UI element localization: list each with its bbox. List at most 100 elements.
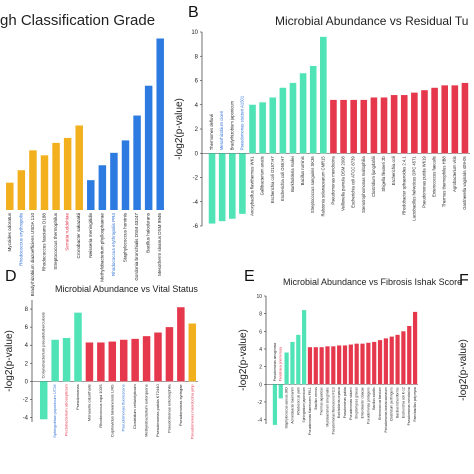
bar (421, 90, 428, 154)
panel-a-chart: Mycoides odoratus Rhodococcus erythropoli… (6, 38, 164, 296)
category-label: Burkholderia mallei (290, 156, 295, 192)
bar (74, 312, 82, 382)
bar (39, 381, 48, 420)
y-tick-label: 8 (195, 54, 199, 60)
category-label: Pseudomonas putida KT2440 (155, 384, 160, 437)
bar (6, 182, 14, 210)
bar (98, 165, 107, 210)
category-label: Staphylococcus aureus JKD (285, 387, 289, 429)
category-label: Thermus thermophilus HB8 (442, 156, 447, 208)
panel-d-letter: D (5, 268, 17, 285)
bar (188, 323, 197, 382)
panel-d-chart: -4 -2 0 2 4 6 8 -log2(p-value) Corynebacterium p… (4, 300, 198, 439)
category-label: Moraxella catarrhalis (86, 384, 91, 421)
category-label: Sphingobium japonicum UT26 (52, 384, 57, 438)
category-label: Pseudomonas fluorescens F113 (331, 387, 335, 434)
category-label: Escherichia coli O157:H7 (270, 156, 275, 204)
bar (377, 340, 383, 385)
bar (40, 155, 49, 210)
category-label: Anoxybacillus flavithermus WK1 (250, 156, 255, 216)
bar (313, 347, 318, 385)
bar (319, 347, 324, 385)
category-label: Neisseria meningitidis (88, 212, 93, 257)
y-tick-label: -4 (23, 415, 29, 421)
category-label: Pseudomonas syringae (178, 384, 183, 427)
category-label: Bradyrhizobium japonicum (229, 100, 234, 150)
category-label: Escherichia coli (391, 156, 396, 185)
bar (366, 342, 371, 385)
bar (360, 99, 368, 154)
category-label: Lactobacillus helveticus DPC 4571 (411, 156, 416, 221)
y-tick-label: 0 (25, 379, 29, 385)
category-label: Thermomes defluvii (209, 114, 214, 151)
bar (383, 338, 388, 385)
bar (395, 334, 400, 385)
bar (431, 87, 438, 154)
y-tick-label: -2 (23, 397, 29, 403)
category-label: Shigella flexneri 2b (381, 156, 386, 192)
category-label: Veillonella parvula DSM 2008 (341, 156, 346, 211)
y-tick-label: 6 (25, 325, 29, 331)
category-label: Streptococcus sanguinis SK36 (310, 156, 315, 213)
bar (121, 140, 130, 210)
bar (354, 343, 359, 385)
category-label: Ralstonia solanacearum CMR15 (320, 156, 325, 217)
bar (62, 337, 71, 382)
category-label: Pandoraea pnomenusa (279, 347, 283, 381)
category-label: Escherichia coli O55:H7 (280, 156, 285, 201)
bar (110, 152, 118, 210)
category-label: Rhodococcus erythropolis PR4 (111, 213, 116, 277)
category-label: Bacillus halodurans (146, 212, 151, 253)
bar (142, 336, 151, 382)
bar (17, 170, 26, 210)
y-tick-label: 10 (256, 294, 262, 300)
y-tick-label: -6 (193, 224, 199, 230)
category-label: Rhodobacter sphaeroides 2.4.1 (401, 156, 406, 215)
bar (309, 65, 317, 154)
bar (108, 341, 117, 382)
y-tick-label: 8 (259, 312, 262, 318)
bar (325, 346, 330, 385)
category-label: Mycoides odoratus (7, 212, 12, 251)
category-label: Acinetobacter baumannii (290, 387, 294, 424)
y-tick-label: 4 (195, 103, 199, 109)
bar (119, 339, 128, 382)
bar (85, 342, 94, 382)
y-tick-label: 2 (195, 127, 199, 133)
bar (29, 150, 37, 210)
category-label: Methylobacterium extorquens (144, 384, 149, 436)
bar (337, 345, 342, 385)
category-label: Mesotherm sivanus DSM 9946 (157, 213, 162, 276)
category-label: Rhodococcus fascians D188 (42, 213, 47, 272)
category-label: Sphingobium japonicum (302, 387, 306, 422)
category-label: Agrobacterium vitis (452, 156, 457, 192)
panel-f-y-axis-label: -log2(p-value) (458, 339, 469, 401)
bar (360, 343, 365, 385)
y-tick-label: 6 (195, 79, 199, 85)
category-label: Pseudomonas mendocina (330, 156, 335, 205)
bar (348, 344, 353, 385)
category-label: Pseudomonas putida W619 (421, 156, 426, 208)
y-tick-label: 0 (259, 382, 262, 388)
bar (412, 311, 418, 385)
category-label: Enterococcus faecium (378, 387, 382, 420)
category-label: Streptococcus thermophilus (53, 212, 58, 269)
category-label: Pseudomonas protegens (366, 387, 370, 424)
panel-d-title: Microbial Abundance vs Vital Status (55, 284, 198, 294)
y-axis-label: -log2(p-value) (238, 329, 249, 391)
bar (441, 85, 449, 154)
bar (272, 384, 278, 425)
bar (269, 97, 277, 154)
y-tick-label: 0 (195, 151, 199, 157)
y-axis-label: -log2(p-value) (4, 330, 15, 392)
category-label: Corynebacterium pseudotuberculosis (41, 312, 46, 378)
category-label: Rhodococcus jostii (296, 387, 300, 415)
y-tick-label: -2 (193, 176, 199, 182)
panel-e-title: Microbial Abundance vs Fibrosis Ishak Sc… (283, 277, 463, 287)
bar (461, 82, 469, 154)
category-label: Clostridium cellulolyticum (132, 384, 137, 430)
category-label: Serratia ruddehiae (65, 213, 70, 251)
bar (389, 336, 394, 385)
category-label: Pseudomonas mendocina (407, 387, 411, 425)
